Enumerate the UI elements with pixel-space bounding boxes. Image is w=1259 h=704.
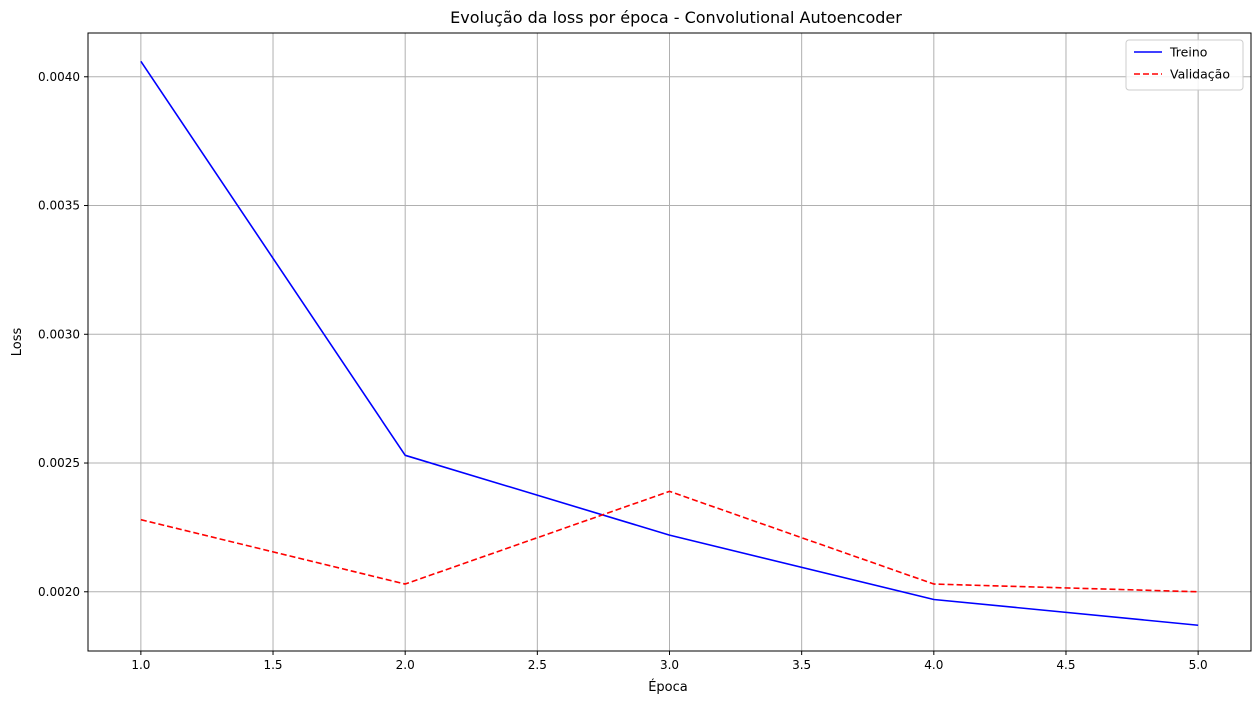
x-axis-label: Época xyxy=(648,679,688,695)
x-tick-label: 1.0 xyxy=(131,658,150,672)
y-tick-label: 0.0025 xyxy=(38,456,80,470)
legend-label: Validação xyxy=(1170,67,1230,82)
series-line-valida-o xyxy=(140,490,1199,593)
series-line-treino xyxy=(140,60,1199,627)
series-lines xyxy=(140,60,1199,627)
x-tick-label: 3.5 xyxy=(792,658,811,672)
x-tick-label: 4.0 xyxy=(924,658,943,672)
legend-label: Treino xyxy=(1169,45,1207,60)
x-tick-label: 1.5 xyxy=(263,658,282,672)
y-axis-label: Loss xyxy=(10,328,25,357)
x-tick-label: 3.0 xyxy=(660,658,679,672)
y-axis-ticks: 0.0020 0.0025 0.0030 0.0035 0.0040 xyxy=(38,70,88,599)
grid xyxy=(88,33,1251,651)
y-tick-label: 0.0020 xyxy=(38,585,80,599)
y-tick-label: 0.0030 xyxy=(38,327,80,341)
x-tick-label: 5.0 xyxy=(1189,658,1208,672)
y-tick-label: 0.0040 xyxy=(38,70,80,84)
y-tick-label: 0.0035 xyxy=(38,199,80,213)
chart-title: Evolução da loss por época - Convolution… xyxy=(450,8,902,27)
legend: Treino Validação xyxy=(1125,39,1244,91)
x-tick-label: 4.5 xyxy=(1056,658,1075,672)
x-tick-label: 2.0 xyxy=(396,658,415,672)
x-tick-label: 2.5 xyxy=(528,658,547,672)
x-axis-ticks: 1.0 1.5 2.0 2.5 3.0 3.5 4.0 4.5 5.0 xyxy=(131,651,1208,672)
